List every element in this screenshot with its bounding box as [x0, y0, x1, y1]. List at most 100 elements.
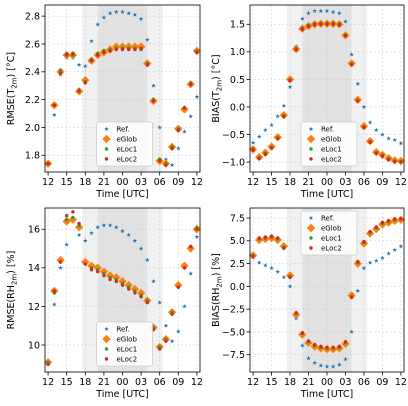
data-point	[330, 9, 336, 15]
data-point	[386, 157, 391, 162]
legend-marker	[306, 134, 316, 144]
data-point	[374, 151, 378, 155]
data-point	[130, 284, 140, 294]
data-point	[188, 271, 193, 276]
data-point	[138, 246, 144, 251]
data-point	[319, 22, 323, 26]
x-tick-label: 15	[266, 377, 278, 388]
data-point	[164, 163, 168, 167]
data-point	[300, 343, 305, 348]
data-point	[151, 99, 156, 103]
data-point	[157, 125, 162, 130]
data-point	[393, 217, 397, 221]
data-point	[188, 113, 193, 119]
y-tick-label: 16	[28, 225, 40, 236]
legend-marker	[104, 147, 109, 151]
legend-marker	[309, 236, 313, 240]
data-point	[62, 217, 71, 226]
data-point	[76, 62, 82, 67]
data-point	[182, 304, 187, 309]
data-point	[380, 255, 385, 261]
legend-entry: eGlob	[321, 136, 342, 144]
data-point	[287, 283, 293, 289]
data-point	[300, 16, 305, 21]
data-point	[52, 112, 57, 117]
x-tick-label: 12	[191, 177, 203, 188]
data-point	[398, 243, 404, 249]
y-tick-label: 1.5	[230, 20, 245, 31]
data-point	[163, 157, 169, 162]
y-tick-label: −1.0	[222, 157, 245, 168]
data-point	[120, 9, 125, 14]
x-tick-label: 09	[172, 377, 184, 388]
data-point	[157, 300, 162, 305]
x-tick-label: 21	[302, 377, 314, 388]
data-point	[169, 162, 175, 167]
legend-entry: eLoc1	[117, 146, 138, 154]
data-point	[257, 236, 261, 240]
data-point	[337, 23, 342, 27]
y-axis-label: RMSE(T2m) [°C]	[6, 52, 19, 125]
legend-marker	[104, 357, 109, 361]
data-point	[132, 12, 138, 17]
data-point	[275, 269, 280, 274]
data-point	[114, 47, 119, 52]
data-point	[176, 128, 180, 132]
data-point	[263, 235, 268, 239]
legend-marker	[306, 223, 316, 233]
data-point	[170, 312, 174, 316]
data-point	[68, 215, 78, 224]
data-point	[367, 120, 373, 125]
data-point	[56, 255, 65, 265]
data-point	[337, 362, 342, 367]
data-point	[151, 83, 156, 88]
data-point	[58, 260, 63, 264]
data-point	[356, 99, 360, 103]
data-point	[114, 9, 119, 14]
y-tick-label: 2.4	[25, 67, 40, 78]
data-point	[96, 53, 100, 57]
data-point	[145, 257, 150, 263]
x-tick-label: 12	[191, 377, 203, 388]
data-point	[275, 113, 280, 119]
data-point	[250, 140, 256, 145]
twilight-shade	[82, 208, 98, 372]
data-point	[399, 217, 403, 221]
legend-entry: Ref.	[117, 126, 130, 134]
legend-marker	[309, 246, 313, 250]
data-point	[337, 344, 342, 349]
data-point	[96, 269, 100, 274]
x-tick-label: 15	[266, 177, 278, 188]
legend-entry: eLoc2	[321, 245, 342, 253]
data-point	[145, 37, 150, 42]
data-point	[145, 63, 149, 67]
data-point	[393, 159, 397, 164]
data-point	[158, 159, 162, 163]
data-point	[189, 82, 193, 87]
data-point	[281, 274, 287, 280]
data-point	[163, 323, 169, 328]
data-point	[269, 265, 274, 271]
data-point	[95, 22, 100, 27]
data-point	[276, 236, 280, 240]
data-point	[374, 258, 379, 263]
data-point	[368, 140, 372, 144]
twilight-shade	[286, 208, 303, 372]
x-tick-label: 12	[395, 177, 407, 188]
x-tick-label: 18	[284, 377, 296, 388]
data-point	[374, 225, 378, 229]
data-point	[127, 287, 131, 291]
data-point	[256, 134, 262, 139]
data-point	[136, 288, 146, 298]
x-tick-label: 00	[116, 177, 128, 188]
y-tick-label: −0.5	[222, 130, 245, 141]
data-point	[343, 34, 348, 38]
y-tick-label: 2.8	[25, 12, 40, 23]
data-point	[392, 247, 398, 252]
x-tick-label: 12	[42, 177, 54, 188]
data-point	[95, 224, 100, 230]
data-point	[133, 291, 137, 295]
data-point	[76, 232, 82, 237]
data-point	[120, 283, 125, 287]
